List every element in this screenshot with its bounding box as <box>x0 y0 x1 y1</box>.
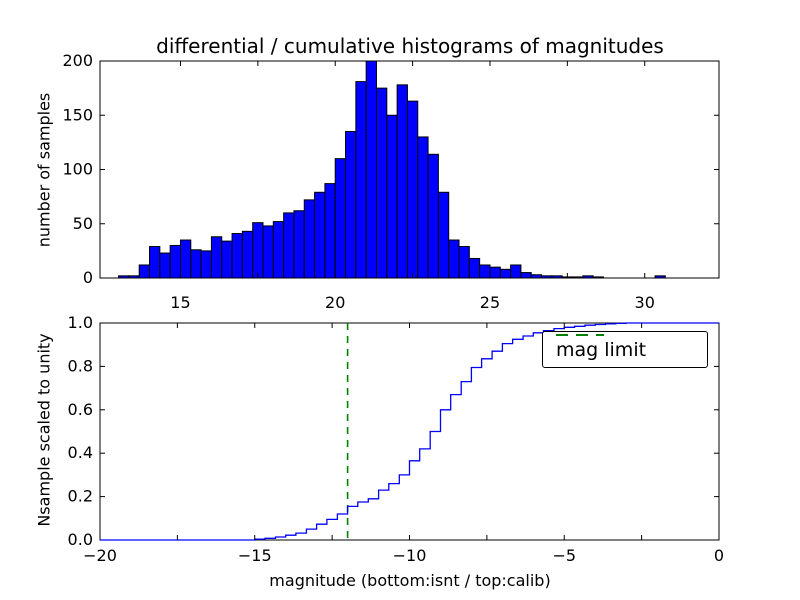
svg-text:15: 15 <box>170 293 190 312</box>
svg-text:30: 30 <box>635 293 655 312</box>
svg-text:0.0: 0.0 <box>68 530 93 549</box>
svg-text:−20: −20 <box>83 546 117 565</box>
top-y-axis-label: number of samples <box>34 92 54 248</box>
svg-text:100: 100 <box>62 160 93 179</box>
bottom-y-axis-label: Nsample scaled to unity <box>34 333 54 527</box>
svg-text:0: 0 <box>83 268 93 287</box>
svg-text:200: 200 <box>62 51 93 70</box>
svg-text:−15: −15 <box>238 546 272 565</box>
svg-text:0.8: 0.8 <box>68 356 93 375</box>
x-axis-label: magnitude (bottom:isnt / top:calib) <box>269 571 551 590</box>
legend: mag limit <box>542 331 708 368</box>
svg-text:−10: −10 <box>393 546 427 565</box>
svg-text:20: 20 <box>325 293 345 312</box>
chart-title: differential / cumulative histograms of … <box>156 34 664 58</box>
svg-text:0: 0 <box>714 546 724 565</box>
svg-text:1.0: 1.0 <box>68 313 93 332</box>
svg-text:0.2: 0.2 <box>68 487 93 506</box>
svg-text:150: 150 <box>62 105 93 124</box>
legend-dashed-line-sample <box>556 334 604 336</box>
svg-text:25: 25 <box>480 293 500 312</box>
svg-text:0.4: 0.4 <box>68 443 93 462</box>
svg-text:0.6: 0.6 <box>68 400 93 419</box>
svg-text:−5: −5 <box>552 546 576 565</box>
svg-text:50: 50 <box>73 214 93 233</box>
legend-label: mag limit <box>556 338 647 361</box>
